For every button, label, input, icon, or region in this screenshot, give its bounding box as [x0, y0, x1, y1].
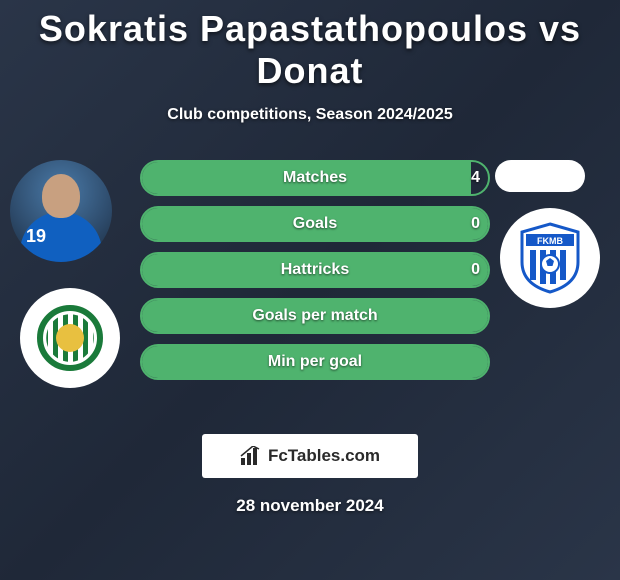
club-left-ring [37, 305, 103, 371]
brand-text: FcTables.com [268, 446, 380, 466]
stat-bar-left-value: 0 [471, 208, 480, 240]
subtitle: Club competitions, Season 2024/2025 [0, 106, 620, 124]
club-left-center [56, 324, 84, 352]
stat-bar-left-value: 4 [471, 162, 480, 194]
brand-box: FcTables.com [202, 434, 418, 478]
stat-bar-label: Hattricks [142, 254, 488, 286]
date-text: 28 november 2024 [0, 496, 620, 516]
club-right-text: FKMB [537, 236, 563, 246]
club-right-shield-icon: FKMB [518, 222, 582, 294]
page-title: Sokratis Papastathopoulos vs Donat [0, 0, 620, 92]
stat-bar-row: Min per goal [140, 344, 490, 380]
stat-bar-row: Hattricks0 [140, 252, 490, 288]
comparison-area: 19 FKMB Matches4Goals0Hattricks0Goals pe… [0, 160, 620, 420]
chart-icon [240, 446, 262, 466]
player-left-avatar: 19 [10, 160, 112, 262]
stat-bar-row: Matches4 [140, 160, 490, 196]
stat-bar-label: Goals per match [142, 300, 488, 332]
stat-bar-label: Min per goal [142, 346, 488, 378]
avatar-head [42, 174, 80, 218]
player-right-pill [495, 160, 585, 192]
club-right-logo: FKMB [500, 208, 600, 308]
stat-bar-row: Goals0 [140, 206, 490, 242]
stat-bars: Matches4Goals0Hattricks0Goals per matchM… [140, 160, 490, 390]
club-left-logo [20, 288, 120, 388]
stat-bar-left-value: 0 [471, 254, 480, 286]
player-left-number: 19 [26, 226, 46, 247]
stat-bar-label: Matches [142, 162, 488, 194]
stat-bar-row: Goals per match [140, 298, 490, 334]
stat-bar-label: Goals [142, 208, 488, 240]
